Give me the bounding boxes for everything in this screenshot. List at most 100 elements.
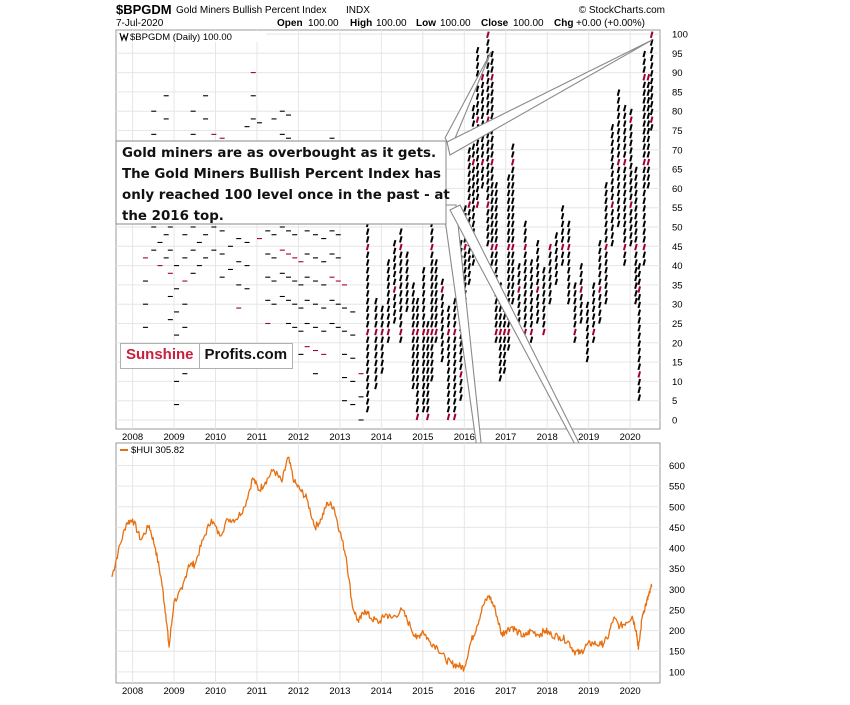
bpgdm-pnf-mark xyxy=(585,347,590,355)
bpgdm-pnf-mark xyxy=(486,93,490,100)
bpgdm-pnf-mark xyxy=(642,66,646,73)
bpgdm-pnf-mark xyxy=(637,324,642,332)
bpgdm-pnf-mark xyxy=(511,220,515,228)
bpgdm-pnf-mark xyxy=(399,274,403,282)
bpgdm-pnf-mark xyxy=(616,205,621,212)
bpgdm-x-tick-label: 2011 xyxy=(247,432,267,443)
bpgdm-pnf-mark xyxy=(426,320,430,328)
bpgdm-pnf-mark xyxy=(642,73,646,81)
bpgdm-pnf-mark xyxy=(475,201,480,208)
bpgdm-pnf-mark xyxy=(634,181,638,189)
callout-line-3: only reached 100 level once in the past … xyxy=(122,188,450,203)
bpgdm-pnf-mark xyxy=(421,405,426,413)
bpgdm-pnf-mark xyxy=(610,154,615,162)
bpgdm-pnf-mark xyxy=(517,263,521,270)
bpgdm-pnf-mark xyxy=(490,97,494,104)
bpgdm-pnf-mark xyxy=(459,363,463,371)
bpgdm-pnf-mark xyxy=(616,151,621,158)
bpgdm-pnf-mark xyxy=(399,235,403,243)
bpgdm-pnf-mark xyxy=(411,290,416,297)
source-credit: © StockCharts.com xyxy=(579,5,665,16)
bpgdm-pnf-mark xyxy=(616,135,621,143)
bpgdm-pnf-mark xyxy=(585,317,590,324)
bpgdm-pnf-mark xyxy=(566,266,571,274)
bpgdm-pnf-mark xyxy=(463,266,467,274)
open-value: 100.00 xyxy=(308,18,339,29)
bpgdm-pnf-mark xyxy=(604,197,608,205)
bpgdm-pnf-mark xyxy=(566,297,571,305)
bpgdm-pnf-mark xyxy=(554,263,559,270)
bpgdm-pnf-mark xyxy=(365,297,370,305)
bpgdm-pnf-mark xyxy=(365,259,370,266)
bpgdm-pnf-mark xyxy=(560,212,565,220)
bpgdm-pnf-mark xyxy=(421,374,426,382)
bpgdm-pnf-mark xyxy=(517,293,521,301)
bpgdm-pnf-mark xyxy=(486,108,490,116)
bpgdm-pnf-mark xyxy=(548,259,552,266)
bpgdm-pnf-mark xyxy=(421,382,426,390)
bpgdm-pnf-mark xyxy=(637,355,642,363)
bpgdm-pnf-mark xyxy=(629,139,633,147)
bpgdm-pnf-mark xyxy=(421,297,426,305)
callout-line-4: the 2016 top. xyxy=(122,209,224,224)
hui-y-tick-label: 400 xyxy=(669,544,685,555)
bpgdm-pnf-mark xyxy=(386,328,391,336)
bpgdm-pnf-mark xyxy=(490,158,494,166)
bpgdm-pnf-mark xyxy=(494,305,498,313)
bpgdm-pnf-mark xyxy=(634,282,638,290)
bpgdm-pnf-mark xyxy=(415,382,420,390)
bpgdm-pnf-mark xyxy=(579,270,583,278)
bpgdm-pnf-mark xyxy=(421,359,426,367)
bpgdm-pnf-mark xyxy=(411,374,416,382)
bpgdm-pnf-mark xyxy=(622,166,627,174)
bpgdm-pnf-mark xyxy=(440,340,445,347)
bpgdm-pnf-mark xyxy=(637,301,642,309)
bpgdm-y-tick-label: 35 xyxy=(672,280,683,291)
bpgdm-pnf-mark xyxy=(386,297,391,305)
bpgdm-pnf-mark xyxy=(604,282,608,290)
bpgdm-pnf-mark xyxy=(463,259,467,266)
bpgdm-pnf-mark xyxy=(434,282,438,290)
bpgdm-legend: $BPGDM (Daily) 100.00 xyxy=(130,32,232,43)
bpgdm-pnf-mark xyxy=(629,124,633,131)
bpgdm-pnf-mark xyxy=(380,344,384,351)
bpgdm-pnf-mark xyxy=(490,259,494,266)
hui-x-tick-label: 2017 xyxy=(495,686,516,697)
bpgdm-pnf-mark xyxy=(523,243,527,251)
bpgdm-pnf-mark xyxy=(494,266,498,274)
bpgdm-pnf-mark xyxy=(573,282,577,290)
bpgdm-pnf-mark xyxy=(642,197,646,205)
bpgdm-pnf-mark xyxy=(642,251,646,259)
bpgdm-pnf-mark xyxy=(415,374,420,382)
bpgdm-pnf-mark xyxy=(598,301,602,309)
bpgdm-pnf-mark xyxy=(411,282,416,290)
bpgdm-pnf-mark xyxy=(411,359,416,367)
bpgdm-pnf-mark xyxy=(542,274,546,282)
bpgdm-pnf-mark xyxy=(386,259,391,266)
bpgdm-pnf-mark xyxy=(646,112,651,120)
bpgdm-pnf-mark xyxy=(405,290,409,297)
bpgdm-pnf-mark xyxy=(604,243,608,251)
bpgdm-pnf-mark xyxy=(475,147,480,154)
bpgdm-pnf-mark xyxy=(480,158,485,166)
bpgdm-pnf-mark xyxy=(486,62,490,69)
bpgdm-pnf-mark xyxy=(511,189,515,197)
hui-y-tick-label: 100 xyxy=(669,667,685,678)
bpgdm-pnf-mark xyxy=(591,297,596,305)
bpgdm-pnf-mark xyxy=(386,266,391,274)
bpgdm-pnf-mark xyxy=(573,313,577,320)
bpgdm-pnf-mark xyxy=(494,336,498,344)
bpgdm-pnf-mark xyxy=(629,178,633,185)
bpgdm-pnf-mark xyxy=(585,309,590,317)
bpgdm-pnf-mark xyxy=(415,344,420,351)
bpgdm-pnf-mark xyxy=(634,174,638,181)
bpgdm-pnf-mark xyxy=(426,413,430,421)
bpgdm-pnf-mark xyxy=(490,174,494,181)
bpgdm-pnf-mark xyxy=(374,313,378,320)
bpgdm-pnf-mark xyxy=(523,228,527,235)
bpgdm-pnf-mark xyxy=(486,31,490,39)
bpgdm-x-tick-label: 2013 xyxy=(329,432,350,443)
bpgdm-pnf-mark xyxy=(629,239,633,247)
bpgdm-pnf-mark xyxy=(480,174,485,181)
bpgdm-pnf-mark xyxy=(585,340,590,347)
